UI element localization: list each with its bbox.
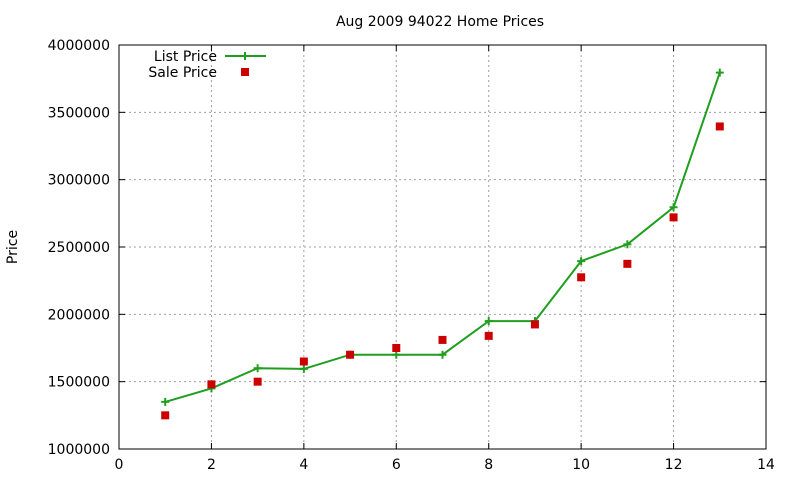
- sale-price-point: [161, 411, 170, 420]
- y-axis-label: Price: [5, 230, 21, 264]
- sale-price-point: [715, 122, 724, 131]
- sale-price-point: [253, 377, 262, 386]
- list-price-point: [484, 317, 493, 326]
- x-tick-label: 12: [665, 457, 683, 473]
- y-tick-label: 3000000: [48, 173, 110, 189]
- grid-lines: [119, 45, 766, 449]
- y-tick-label: 1500000: [48, 375, 110, 391]
- sale-price-point: [484, 331, 493, 340]
- y-tick-label: 4000000: [48, 38, 110, 54]
- y-tick-label: 3500000: [48, 105, 110, 121]
- list-price-point: [299, 364, 308, 373]
- list-price-point: [253, 364, 262, 373]
- legend-label-list-price: List Price: [154, 49, 217, 65]
- sale-price-point: [530, 320, 539, 329]
- x-tick-label: 6: [392, 457, 401, 473]
- legend-sale-marker: [241, 68, 249, 76]
- chart-title: Aug 2009 94022 Home Prices: [336, 14, 544, 30]
- sale-price-point: [299, 357, 308, 366]
- sale-price-point: [669, 213, 678, 222]
- plot-frame: [118, 44, 767, 450]
- sale-price-point: [577, 273, 586, 282]
- list-price-point: [577, 257, 586, 266]
- y-tick-label: 1000000: [48, 442, 110, 458]
- data-series: [161, 68, 724, 420]
- x-tick-label: 2: [207, 457, 216, 473]
- list-price-point: [715, 68, 724, 77]
- list-price-point: [669, 203, 678, 212]
- x-tick-label: 8: [484, 457, 493, 473]
- x-tick-label: 10: [572, 457, 590, 473]
- list-price-point: [438, 350, 447, 359]
- y-tick-label: 2000000: [48, 307, 110, 323]
- axis-ticks: 0 2 4 6 8 10 12 14 1000000 1500000 2000000 2500000 3…: [48, 38, 775, 473]
- sale-price-point: [623, 259, 632, 268]
- x-tick-label: 4: [299, 457, 308, 473]
- y-tick-label: 2500000: [48, 240, 110, 256]
- legend: List Price Sale Price: [148, 49, 266, 81]
- sale-price-point: [438, 335, 447, 344]
- legend-label-sale-price: Sale Price: [148, 65, 217, 81]
- x-tick-label: 14: [757, 457, 775, 473]
- x-tick-label: 0: [115, 457, 124, 473]
- list-price-point: [392, 350, 401, 359]
- list-price-point: [623, 240, 632, 249]
- sale-price-point: [392, 344, 401, 352]
- sale-price-point: [346, 350, 355, 359]
- sale-price-point: [207, 380, 216, 389]
- list-price-point: [161, 397, 170, 406]
